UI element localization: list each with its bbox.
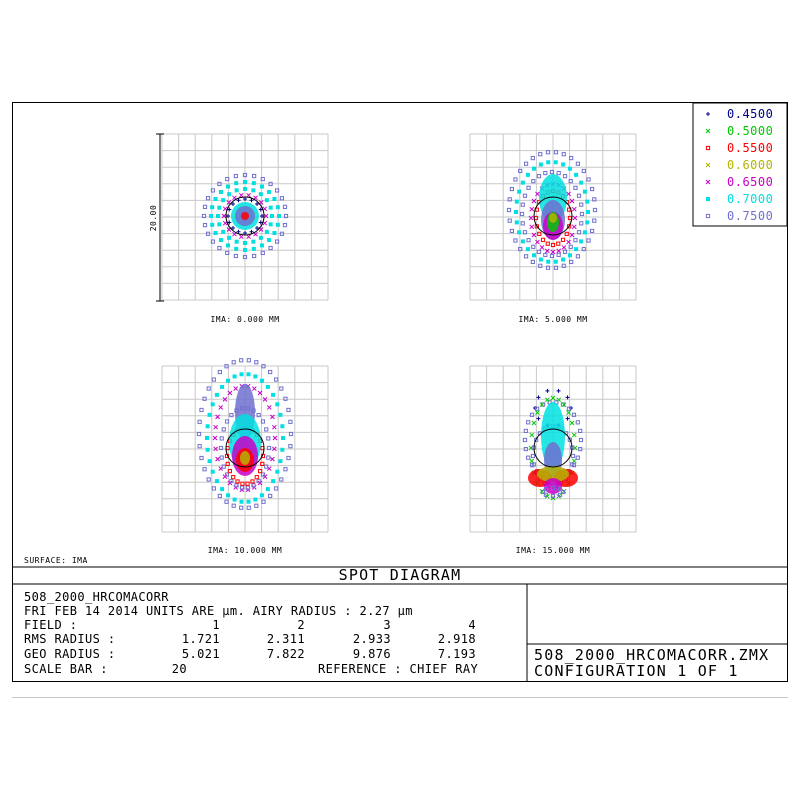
spot-pattern xyxy=(522,388,584,501)
scale-bar: 20.00 xyxy=(149,133,164,302)
legend-label-4: 0.6000 xyxy=(727,158,773,172)
plot-frame xyxy=(12,102,788,682)
legend-marker-4 xyxy=(705,162,711,168)
rms-radius-1: 1.721 xyxy=(182,632,220,646)
panel-grid xyxy=(161,365,329,533)
legend-item-7: 0.7500 xyxy=(705,209,773,223)
panel-label-field-2: IMA: 5.000 MM xyxy=(518,315,587,324)
rms-radius-3: 2.933 xyxy=(353,632,391,646)
field-value-1: 1 xyxy=(212,618,220,632)
legend-marker-3 xyxy=(705,145,711,151)
geo-radius-4: 7.193 xyxy=(438,647,476,661)
legend-label-5: 0.6500 xyxy=(727,175,773,189)
wavelength-legend: 0.4500 0.5000 0.5500 0.6000 0.6500 0.7000 0.75… xyxy=(692,102,788,227)
bottom-rule xyxy=(12,697,788,698)
spot-panels xyxy=(161,133,637,533)
scale-bar-info-label: SCALE BAR : xyxy=(24,662,108,676)
reference-info: REFERENCE : CHIEF RAY xyxy=(318,662,478,676)
legend-marker-5 xyxy=(705,179,711,185)
spot-pattern xyxy=(196,358,294,510)
legend-label-7: 0.7500 xyxy=(727,209,773,223)
legend-label-1: 0.4500 xyxy=(727,107,773,121)
legend-item-3: 0.5500 xyxy=(705,141,773,155)
file-name: 508_2000_HRCOMACORR.ZMX xyxy=(534,646,769,664)
scale-bar-label: 20.00 xyxy=(149,205,158,232)
airy-disk-circle xyxy=(533,196,573,236)
panel-grid xyxy=(161,133,329,301)
airy-disk-circle xyxy=(533,428,573,468)
legend-item-5: 0.6500 xyxy=(705,175,773,189)
spot-panel-field-4 xyxy=(469,365,637,533)
panel-label-field-4: IMA: 15.000 MM xyxy=(516,546,590,555)
legend-label-6: 0.7000 xyxy=(727,192,773,206)
rms-radius-2: 2.311 xyxy=(267,632,305,646)
legend-marker-7 xyxy=(705,213,711,219)
lens-name: 508_2000_HRCOMACORR xyxy=(24,590,169,604)
field-label: FIELD : xyxy=(24,618,77,632)
spot-panel-field-3 xyxy=(161,358,329,533)
legend-item-4: 0.6000 xyxy=(705,158,773,172)
airy-disk-circle xyxy=(225,428,265,468)
legend-item-1: 0.4500 xyxy=(706,107,773,121)
panel-label-field-3: IMA: 10.000 MM xyxy=(208,546,282,555)
legend-marker-6 xyxy=(706,197,710,201)
info-block: 508_2000_HRCOMACORR FRI FEB 14 2014 UNIT… xyxy=(24,590,478,676)
rms-radius-4: 2.918 xyxy=(438,632,476,646)
diagram-title: SPOT DIAGRAM xyxy=(339,566,462,584)
spot-panel-field-1 xyxy=(161,133,329,301)
spot-panel-field-2 xyxy=(469,133,637,301)
airy-disk-circle xyxy=(225,196,265,236)
geo-radius-1: 5.021 xyxy=(182,647,220,661)
field-value-3: 3 xyxy=(383,618,391,632)
scale-bar-info-value: 20 xyxy=(172,662,187,676)
rms-radius-label: RMS RADIUS : xyxy=(24,632,116,646)
legend-label-2: 0.5000 xyxy=(727,124,773,138)
geo-radius-3: 9.876 xyxy=(353,647,391,661)
panel-grid xyxy=(469,365,637,533)
geo-radius-label: GEO RADIUS : xyxy=(24,647,116,661)
spot-pattern xyxy=(506,150,598,270)
panel-label-field-1: IMA: 0.000 MM xyxy=(210,315,279,324)
field-value-2: 2 xyxy=(297,618,305,632)
legend-marker-2 xyxy=(705,128,711,134)
legend-item-2: 0.5000 xyxy=(705,124,773,138)
field-value-4: 4 xyxy=(468,618,476,632)
surface-label: SURFACE: IMA xyxy=(24,556,88,565)
legend-label-3: 0.5500 xyxy=(727,141,773,155)
legend-item-6: 0.7000 xyxy=(706,192,773,206)
legend-marker-1 xyxy=(706,112,710,116)
date-units: FRI FEB 14 2014 UNITS ARE µm. AIRY RADIU… xyxy=(24,604,413,618)
geo-radius-2: 7.822 xyxy=(267,647,305,661)
configuration-label: CONFIGURATION 1 OF 1 xyxy=(534,662,739,680)
